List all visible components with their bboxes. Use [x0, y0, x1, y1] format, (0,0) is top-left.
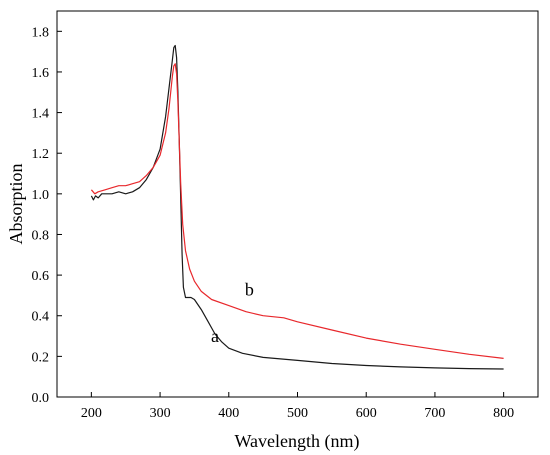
series-b-line: [90, 63, 504, 359]
y-axis-ticks: 0.0 0.2 0.4 0.6 0.8 1.0 1.2 1.4 1.6 1.8: [32, 25, 62, 406]
y-tick-label: 0.4: [32, 310, 50, 325]
y-tick-label: 1.4: [32, 107, 50, 122]
y-tick-label: 1.6: [32, 66, 50, 81]
y-tick-label: 0.0: [32, 391, 50, 406]
x-tick-label: 700: [424, 406, 445, 421]
x-tick-label: 200: [81, 406, 102, 421]
series-a-line: [90, 44, 504, 370]
y-tick-label: 1.0: [32, 188, 50, 203]
series-layer: ab: [90, 44, 504, 370]
x-tick-label: 500: [287, 406, 308, 421]
x-tick-label: 400: [218, 406, 239, 421]
x-axis-title: Wavelength (nm): [234, 431, 359, 452]
x-tick-label: 800: [493, 406, 514, 421]
x-tick-label: 600: [356, 406, 377, 421]
x-tick-label: 300: [150, 406, 171, 421]
y-tick-label: 0.2: [32, 350, 50, 365]
y-tick-label: 1.2: [32, 147, 50, 162]
y-tick-label: 0.6: [32, 269, 50, 284]
y-tick-label: 1.8: [32, 25, 50, 40]
series-b-label: b: [245, 279, 254, 299]
plot-frame: [56, 10, 539, 398]
y-axis-title: Absorption: [6, 164, 26, 245]
x-axis-ticks: 200 300 400 500 600 700 800: [81, 392, 514, 421]
y-tick-label: 0.8: [32, 228, 50, 243]
series-a-label: a: [211, 326, 219, 346]
